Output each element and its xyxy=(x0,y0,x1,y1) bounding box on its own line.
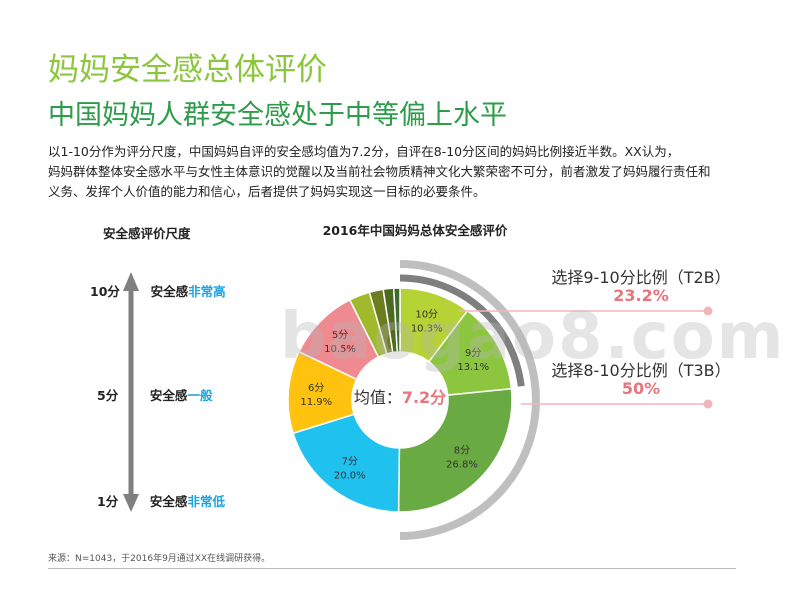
footer-divider xyxy=(48,568,736,569)
chart-title: 2016年中国妈妈总体安全感评价 xyxy=(322,223,508,238)
scale-level: 一般 xyxy=(187,388,213,403)
t3b-value: 50% xyxy=(621,379,661,398)
scale-desc-prefix: 安全感 xyxy=(149,388,188,403)
slice-label: 10分 xyxy=(415,308,438,320)
summary-connectors xyxy=(458,306,713,409)
slice-label: 9分 xyxy=(465,347,481,359)
pie-slice xyxy=(392,287,401,353)
watermark: baogao8.com xyxy=(280,300,786,374)
pie-slice xyxy=(292,413,401,513)
scale-score: 5分 xyxy=(97,388,119,403)
t2b-label: 选择9-10分比例（T2B） xyxy=(551,268,731,287)
intro-paragraph: 以1-10分作为评分尺度，中国妈妈自评的安全感均值为7.2分，自评在8-10分区… xyxy=(48,142,753,202)
t3b-label: 选择8-10分比例（T3B） xyxy=(551,361,731,380)
slice-label: 7分 xyxy=(342,455,358,467)
t2b-arc xyxy=(399,274,525,387)
pie-labels: 10分 10.3% 9分 13.1% 8分 26.8% 7分 20.0% 6分 11.9% 5分 10… xyxy=(300,308,489,481)
mean-label: 均值：7.2分 xyxy=(354,388,446,407)
scale-row-low: 1分 安全感非常低 xyxy=(97,491,225,510)
intro-line-3: 义务、发挥个人价值的能力和信心，后者提供了妈妈实现这一目标的必要条件。 xyxy=(48,184,486,199)
t3b-connector-dot xyxy=(703,399,713,409)
slice-value-label: 10.5% xyxy=(324,344,356,355)
scale-title: 安全感评价尺度 xyxy=(103,226,191,241)
mean-label-prefix: 均值： xyxy=(354,388,402,407)
t2b-connector-dot xyxy=(703,306,713,316)
scale-level: 非常高 xyxy=(188,284,226,299)
slice-value-label: 13.1% xyxy=(457,362,489,373)
slice-value-label: 26.8% xyxy=(446,460,478,471)
intro-line-1: 以1-10分作为评分尺度，中国妈妈自评的安全感均值为7.2分，自评在8-10分区… xyxy=(48,144,680,159)
slice-value-label: 11.9% xyxy=(300,397,332,408)
slice-value-label: 20.0% xyxy=(334,470,366,481)
page-subtitle: 中国妈妈人群安全感处于中等偏上水平 xyxy=(48,100,507,131)
slice-value-label: 10.3% xyxy=(411,323,443,334)
pie-slices xyxy=(287,287,513,513)
slice-label: 8分 xyxy=(454,445,470,457)
scale-arrow xyxy=(123,272,139,512)
scale-desc-prefix: 安全感 xyxy=(149,494,188,509)
scale-desc-prefix: 安全感 xyxy=(150,284,189,299)
t3b-arc xyxy=(399,260,540,540)
source-note: 来源：N=1043，于2016年9月通过XX在线调研获得。 xyxy=(48,554,271,564)
slice-label: 6分 xyxy=(308,382,324,394)
mean-value: 7.2分 xyxy=(402,388,446,407)
intro-line-2: 妈妈群体整体安全感水平与女性主体意识的觉醒以及当前社会物质精神文化大繁荣密不可分… xyxy=(48,164,711,179)
page-title: 妈妈安全感总体评价 xyxy=(48,52,327,88)
pie-slice xyxy=(397,387,513,513)
scale-row-mid: 5分 安全感一般 xyxy=(97,385,212,404)
scale-row-high: 10分 安全感非常高 xyxy=(90,281,226,300)
slice-label: 5分 xyxy=(332,329,348,341)
scale-score: 10分 xyxy=(90,284,120,299)
summary-arcs xyxy=(399,260,540,540)
t2b-value: 23.2% xyxy=(613,286,669,305)
scale-score: 1分 xyxy=(97,494,119,509)
scale-level: 非常低 xyxy=(187,494,225,509)
